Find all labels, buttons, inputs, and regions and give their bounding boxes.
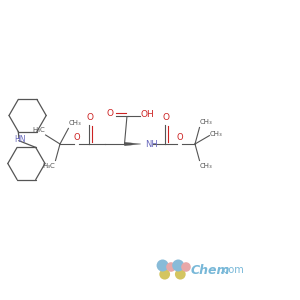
Text: CH₃: CH₃ bbox=[200, 163, 213, 169]
Text: Chem: Chem bbox=[191, 263, 230, 277]
Text: .com: .com bbox=[220, 265, 244, 275]
Text: O: O bbox=[73, 134, 80, 142]
Text: CH₃: CH₃ bbox=[210, 131, 223, 137]
Text: O: O bbox=[106, 110, 113, 118]
Text: OH: OH bbox=[141, 110, 154, 119]
Point bbox=[162, 272, 167, 277]
Point bbox=[176, 263, 181, 268]
Text: CH₃: CH₃ bbox=[200, 119, 213, 125]
Text: HN: HN bbox=[14, 135, 26, 144]
Text: H₃C: H₃C bbox=[42, 163, 55, 169]
Point bbox=[184, 265, 188, 269]
Text: O: O bbox=[162, 112, 169, 122]
Point bbox=[178, 272, 183, 277]
Point bbox=[169, 265, 173, 269]
Text: CH₃: CH₃ bbox=[69, 120, 82, 126]
Text: H₃C: H₃C bbox=[32, 127, 45, 133]
Text: O: O bbox=[176, 134, 183, 142]
Text: O: O bbox=[86, 112, 94, 122]
Polygon shape bbox=[124, 142, 141, 146]
Text: NH: NH bbox=[145, 140, 158, 149]
Point bbox=[160, 263, 165, 268]
